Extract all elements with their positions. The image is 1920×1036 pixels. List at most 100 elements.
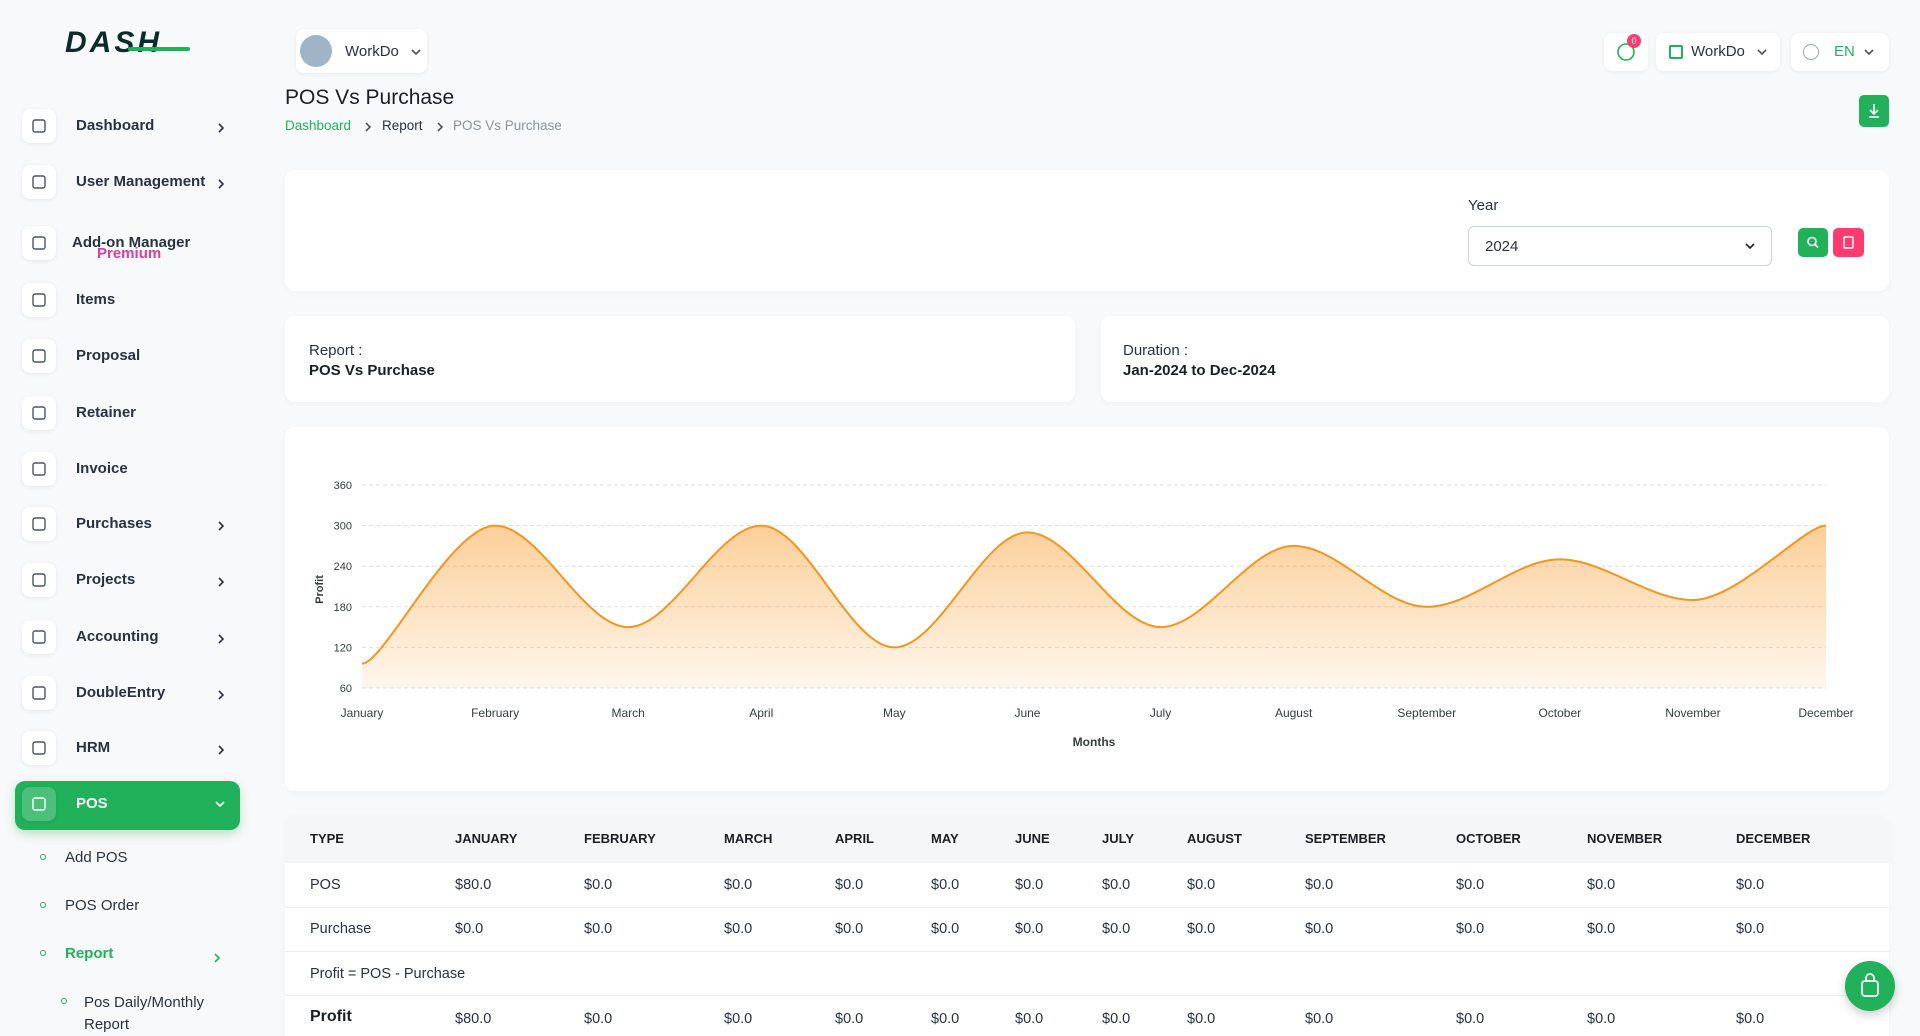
table-cell: $0.0 (1102, 1011, 1130, 1027)
menu-icon (22, 109, 56, 143)
table-cell: $80.0 (455, 1011, 491, 1027)
menu-chevron (215, 633, 227, 645)
icon (22, 165, 56, 199)
table-header: AUGUST (1187, 831, 1242, 846)
table-cell: $0.0 (1102, 877, 1130, 893)
chevron (362, 121, 374, 133)
reset-button[interactable] (1833, 228, 1864, 257)
chevron (1756, 46, 1768, 58)
table-header: MARCH (724, 831, 772, 846)
row-divider (285, 995, 1889, 996)
chevron (215, 520, 227, 532)
table-header: APRIL (835, 831, 874, 846)
select-chevron (1744, 240, 1756, 252)
chevron (215, 122, 227, 134)
menu-item[interactable]: HRM (76, 739, 110, 756)
icon (22, 283, 56, 317)
menu-item[interactable]: Dashboard (76, 117, 154, 134)
menu-chevron (214, 798, 226, 810)
table-header: MAY (931, 831, 959, 846)
table-cell: $0.0 (1456, 877, 1484, 893)
table-cell: $0.0 (835, 877, 863, 893)
chevron (410, 46, 422, 58)
breadcrumb-item[interactable]: Report (382, 118, 423, 133)
table-cell: $0.0 (1456, 1011, 1484, 1027)
table-cell: POS (310, 877, 341, 893)
table-cell: $0.0 (1456, 921, 1484, 937)
table-cell: $0.0 (455, 921, 483, 937)
menu-chevron (215, 122, 227, 134)
icon (1604, 33, 1648, 71)
menu-item[interactable]: Purchases (76, 515, 152, 532)
menu-chevron (215, 576, 227, 588)
table-cell: $0.0 (724, 921, 752, 937)
table-cell: $0.0 (1305, 921, 1333, 937)
summary-value: POS Vs Purchase (309, 362, 435, 379)
menu-icon (22, 787, 56, 821)
menu-icon (22, 339, 56, 373)
table-cell: $0.0 (1736, 877, 1764, 893)
company-icon (1669, 45, 1683, 59)
submenu-item[interactable]: Pos Daily/Monthly Report (84, 992, 214, 1036)
menu-item[interactable]: Items (76, 291, 115, 308)
chevron (215, 633, 227, 645)
workspace-avatar (300, 35, 332, 67)
brand-logo: DASH (65, 26, 162, 60)
table-cell: $0.0 (724, 877, 752, 893)
globe-icon (1803, 44, 1819, 60)
table-cell: $0.0 (1587, 877, 1615, 893)
menu-chevron (215, 689, 227, 701)
table-cell: $0.0 (1587, 1011, 1615, 1027)
icon (22, 396, 56, 430)
row-divider (285, 951, 1889, 952)
company-name: WorkDo (1691, 43, 1745, 60)
table-header: NOVEMBER (1587, 831, 1662, 846)
table-cell: $80.0 (455, 877, 491, 893)
chevron (1863, 46, 1875, 58)
chevron (215, 178, 227, 190)
menu-item[interactable]: Accounting (76, 628, 159, 645)
submenu-item[interactable]: Report (65, 945, 113, 962)
cart-button[interactable] (1845, 961, 1895, 1011)
search-button[interactable] (1798, 228, 1828, 257)
download-button[interactable] (1859, 95, 1889, 127)
breadcrumb-item[interactable]: Dashboard (285, 118, 351, 133)
summary-value: Jan-2024 to Dec-2024 (1123, 362, 1276, 379)
menu-icon (22, 165, 56, 199)
menu-item[interactable]: Proposal (76, 347, 140, 364)
table-cell: $0.0 (724, 1011, 752, 1027)
table-cell: $0.0 (1187, 921, 1215, 937)
table-cell: $0.0 (1015, 877, 1043, 893)
menu-item[interactable]: DoubleEntry (76, 684, 165, 701)
table-header: OCTOBER (1456, 831, 1521, 846)
menu-chevron (215, 178, 227, 190)
menu-icon (22, 283, 56, 317)
table-cell: $0.0 (1102, 921, 1130, 937)
menu-icon (22, 563, 56, 597)
menu-item[interactable]: POS (76, 795, 108, 812)
icon (22, 787, 56, 821)
menu-item[interactable]: Invoice (76, 460, 128, 477)
chevron (1744, 240, 1756, 252)
notification-button[interactable] (1604, 33, 1648, 71)
chevron (211, 952, 223, 964)
submenu-item[interactable]: POS Order (65, 897, 139, 914)
breadcrumb-sep (434, 121, 446, 133)
table-cell: $0.0 (835, 1011, 863, 1027)
menu-chevron (211, 952, 223, 964)
table-cell: $0.0 (1736, 1011, 1764, 1027)
icon (1859, 95, 1889, 127)
table-cell: $0.0 (1736, 921, 1764, 937)
icon (1845, 961, 1895, 1011)
icon (22, 676, 56, 710)
icon (22, 226, 56, 260)
menu-item[interactable]: User Management (76, 173, 205, 190)
duration-card (1101, 316, 1889, 402)
table-header: JUNE (1015, 831, 1050, 846)
breadcrumb-item: POS Vs Purchase (453, 118, 562, 133)
submenu-item[interactable]: Add POS (65, 849, 128, 866)
chart-card (285, 427, 1889, 791)
menu-item[interactable]: Retainer (76, 404, 136, 421)
menu-item[interactable]: Projects (76, 571, 135, 588)
